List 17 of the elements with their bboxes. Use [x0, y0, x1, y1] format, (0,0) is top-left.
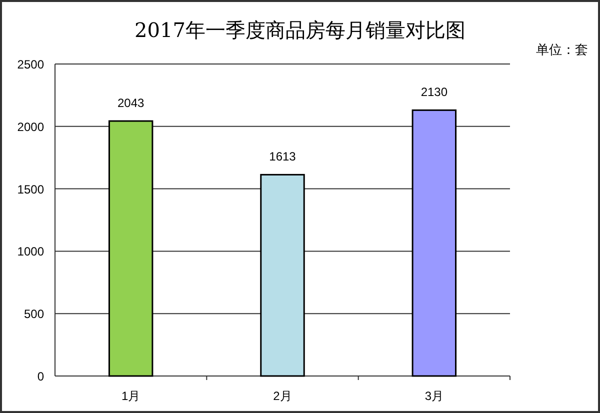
y-tick-label: 2000: [17, 120, 44, 134]
text: 单位：套: [536, 42, 588, 57]
y-tick-label: 2500: [17, 58, 44, 72]
y-tick-label: 1500: [17, 182, 44, 196]
y-tick-label: 500: [24, 307, 44, 322]
data-label: 2043: [117, 96, 145, 110]
bar: [412, 109, 457, 377]
data-label: 2130: [420, 85, 448, 100]
bar: [108, 120, 154, 377]
y-tick-label: 0: [37, 370, 44, 384]
bar: [260, 174, 305, 377]
x-tick-label: 1月: [121, 389, 140, 403]
y-tick-label: 1000: [17, 244, 44, 259]
data-label: 1613: [269, 150, 296, 164]
x-tick-label: 3月: [424, 389, 444, 403]
x-tick-label: 2月: [273, 389, 292, 403]
chart-title: 2017年一季度商品房每月销量对比图: [134, 18, 466, 42]
